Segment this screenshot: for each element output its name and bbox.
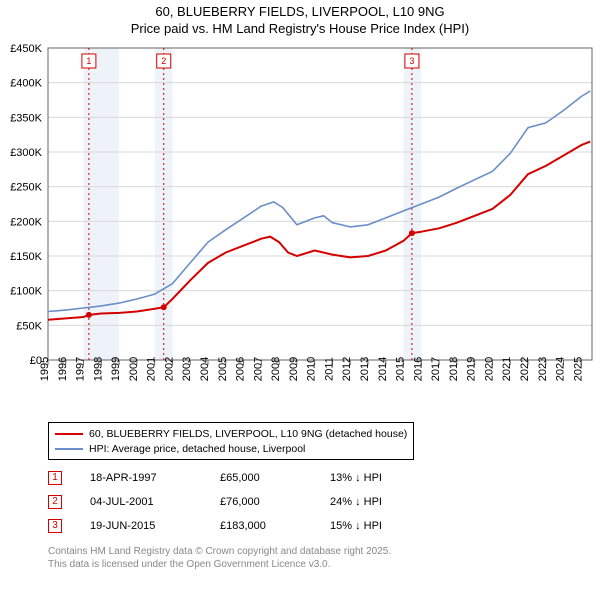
svg-text:2013: 2013 — [359, 357, 371, 381]
marker-badge-3: 3 — [48, 519, 62, 533]
txn-diff: 24% ↓ HPI — [330, 496, 440, 508]
svg-text:2008: 2008 — [270, 357, 282, 381]
svg-text:2012: 2012 — [341, 357, 353, 381]
table-row: 3 19-JUN-2015 £183,000 15% ↓ HPI — [48, 514, 440, 538]
chart-svg: £0£50K£100K£150K£200K£250K£300K£350K£400… — [0, 40, 600, 420]
svg-text:2025: 2025 — [572, 357, 584, 381]
title-line-2: Price paid vs. HM Land Registry's House … — [0, 21, 600, 36]
legend-item-1: HPI: Average price, detached house, Live… — [55, 441, 407, 456]
legend-label-0: 60, BLUEBERRY FIELDS, LIVERPOOL, L10 9NG… — [89, 428, 407, 440]
svg-text:2015: 2015 — [395, 357, 407, 381]
chart-area: £0£50K£100K£150K£200K£250K£300K£350K£400… — [0, 40, 600, 420]
svg-text:2020: 2020 — [483, 357, 495, 381]
legend-swatch-0 — [55, 433, 83, 435]
table-row: 2 04-JUL-2001 £76,000 24% ↓ HPI — [48, 490, 440, 514]
svg-text:3: 3 — [409, 56, 414, 66]
svg-text:2: 2 — [161, 56, 166, 66]
svg-text:£250K: £250K — [10, 182, 42, 194]
txn-date: 19-JUN-2015 — [90, 520, 220, 532]
svg-text:£450K: £450K — [10, 43, 42, 55]
svg-text:1: 1 — [86, 56, 91, 66]
txn-diff: 15% ↓ HPI — [330, 520, 440, 532]
svg-text:£300K: £300K — [10, 147, 42, 159]
svg-text:2016: 2016 — [412, 357, 424, 381]
title-line-1: 60, BLUEBERRY FIELDS, LIVERPOOL, L10 9NG — [0, 4, 600, 19]
svg-text:1995: 1995 — [39, 357, 51, 381]
legend-swatch-1 — [55, 448, 83, 450]
legend-item-0: 60, BLUEBERRY FIELDS, LIVERPOOL, L10 9NG… — [55, 426, 407, 441]
svg-text:2022: 2022 — [519, 357, 531, 381]
svg-text:2001: 2001 — [146, 357, 158, 381]
txn-price: £183,000 — [220, 520, 330, 532]
svg-text:£400K: £400K — [10, 78, 42, 90]
svg-text:2018: 2018 — [448, 357, 460, 381]
svg-text:2003: 2003 — [181, 357, 193, 381]
svg-text:2014: 2014 — [377, 357, 389, 381]
txn-price: £76,000 — [220, 496, 330, 508]
svg-text:£200K: £200K — [10, 216, 42, 228]
svg-text:2019: 2019 — [466, 357, 478, 381]
txn-price: £65,000 — [220, 472, 330, 484]
svg-text:2004: 2004 — [199, 357, 211, 381]
table-row: 1 18-APR-1997 £65,000 13% ↓ HPI — [48, 466, 440, 490]
footer-line-2: This data is licensed under the Open Gov… — [48, 559, 391, 572]
svg-text:2021: 2021 — [501, 357, 513, 381]
marker-badge-1: 1 — [48, 471, 62, 485]
svg-text:£50K: £50K — [16, 320, 42, 332]
svg-text:2005: 2005 — [217, 357, 229, 381]
legend: 60, BLUEBERRY FIELDS, LIVERPOOL, L10 9NG… — [48, 422, 414, 460]
chart-container: 60, BLUEBERRY FIELDS, LIVERPOOL, L10 9NG… — [0, 0, 600, 590]
svg-text:1999: 1999 — [110, 357, 122, 381]
svg-text:1996: 1996 — [57, 357, 69, 381]
svg-text:2009: 2009 — [288, 357, 300, 381]
svg-text:£350K: £350K — [10, 112, 42, 124]
svg-text:1998: 1998 — [92, 357, 104, 381]
svg-text:1997: 1997 — [75, 357, 87, 381]
legend-label-1: HPI: Average price, detached house, Live… — [89, 443, 305, 455]
svg-text:2002: 2002 — [163, 357, 175, 381]
svg-text:2023: 2023 — [537, 357, 549, 381]
svg-text:2006: 2006 — [235, 357, 247, 381]
footer-line-1: Contains HM Land Registry data © Crown c… — [48, 546, 391, 559]
svg-text:£100K: £100K — [10, 286, 42, 298]
svg-text:2007: 2007 — [252, 357, 264, 381]
transactions-table: 1 18-APR-1997 £65,000 13% ↓ HPI 2 04-JUL… — [48, 466, 440, 538]
svg-text:2010: 2010 — [306, 357, 318, 381]
svg-text:2024: 2024 — [555, 357, 567, 381]
txn-date: 18-APR-1997 — [90, 472, 220, 484]
txn-diff: 13% ↓ HPI — [330, 472, 440, 484]
footer-attribution: Contains HM Land Registry data © Crown c… — [48, 546, 391, 571]
svg-text:2000: 2000 — [128, 357, 140, 381]
txn-date: 04-JUL-2001 — [90, 496, 220, 508]
title-block: 60, BLUEBERRY FIELDS, LIVERPOOL, L10 9NG… — [0, 0, 600, 36]
svg-text:£150K: £150K — [10, 251, 42, 263]
svg-text:2017: 2017 — [430, 357, 442, 381]
marker-badge-2: 2 — [48, 495, 62, 509]
svg-text:2011: 2011 — [323, 357, 335, 381]
